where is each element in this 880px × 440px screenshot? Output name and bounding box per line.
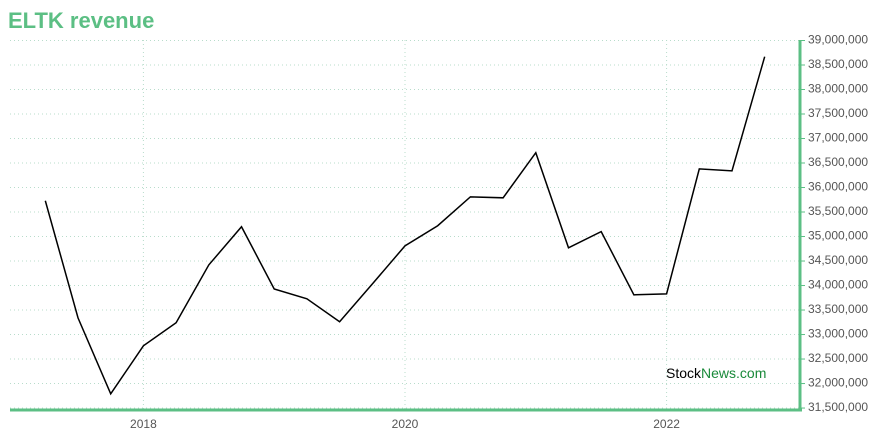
y-tick-label: 32,500,000	[808, 351, 868, 365]
watermark: StockNews.com	[666, 365, 766, 381]
y-tick-label: 36,500,000	[808, 155, 868, 169]
y-tick-label: 34,500,000	[808, 253, 868, 267]
y-tick-label: 34,000,000	[808, 278, 868, 292]
x-tick-label: 2020	[392, 417, 419, 431]
chart-title: ELTK revenue	[8, 8, 154, 33]
y-tick-label: 36,000,000	[808, 180, 868, 194]
watermark-stock: Stock	[666, 365, 702, 381]
y-tick-label: 37,000,000	[808, 131, 868, 145]
y-tick-label: 35,500,000	[808, 204, 868, 218]
y-tick-label: 39,000,000	[808, 33, 868, 47]
y-tick-label: 38,500,000	[808, 57, 868, 71]
y-tick-label: 33,500,000	[808, 302, 868, 316]
y-tick-label: 31,500,000	[808, 400, 868, 414]
x-tick-label: 2022	[653, 417, 680, 431]
line-series	[44, 56, 766, 396]
watermark-news: News.com	[701, 365, 766, 381]
y-tick-label: 35,000,000	[808, 229, 868, 243]
y-tick-label: 32,000,000	[808, 376, 868, 390]
x-tick-label: 2018	[130, 417, 157, 431]
y-tick-label: 37,500,000	[808, 106, 868, 120]
y-tick-label: 38,000,000	[808, 82, 868, 96]
y-tick-label: 33,000,000	[808, 327, 868, 341]
